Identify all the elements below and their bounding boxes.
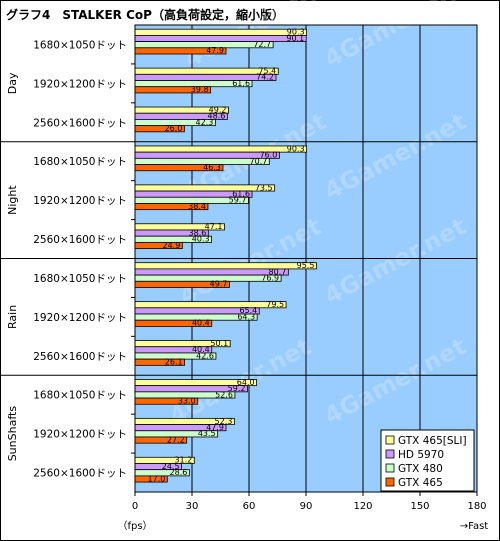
data-label: 42.6 — [196, 351, 214, 360]
data-label: 48.6 — [208, 112, 226, 121]
row-label: 1920×1200ドット — [33, 312, 127, 324]
data-label: 47.1 — [205, 222, 223, 231]
x-tick-label-0: 0 — [132, 501, 138, 512]
data-label: 38.6 — [189, 228, 207, 237]
data-label: 49.7 — [210, 280, 228, 289]
data-label: 38.4 — [188, 202, 206, 211]
data-label: 28.6 — [170, 468, 188, 477]
x-axis-direction: →Fast — [460, 521, 489, 532]
data-label: 27.2 — [167, 435, 185, 444]
data-label: 31.2 — [174, 456, 192, 465]
data-label: 50.1 — [210, 339, 228, 348]
data-label: 26.1 — [165, 358, 183, 367]
data-label: 17.0 — [147, 474, 165, 483]
data-label: 49.2 — [209, 105, 227, 114]
row-label: 1680×1050ドット — [33, 273, 127, 285]
data-label: 40.4 — [192, 319, 210, 328]
bar-night-1-0 — [134, 184, 276, 192]
data-label: 24.9 — [162, 241, 180, 250]
row-label: 1920×1200ドット — [33, 429, 127, 441]
data-label: 64.3 — [237, 312, 255, 321]
data-label: 90.3 — [287, 144, 305, 153]
data-label: 61.6 — [232, 189, 250, 198]
data-label: 73.5 — [255, 183, 273, 192]
data-label: 61.6 — [232, 79, 250, 88]
bar-night-0-0 — [134, 145, 307, 153]
data-label: 24.5 — [162, 462, 180, 471]
group-label-sunshafts: SunShafts — [6, 406, 19, 462]
x-tick-label-30: 30 — [186, 501, 199, 512]
bar-rain-0-0 — [134, 262, 317, 270]
row-label: 1920×1200ドット — [33, 195, 127, 207]
row-label: 2560×1600ドット — [33, 351, 127, 363]
data-label: 42.3 — [196, 118, 214, 127]
data-label: 75.4 — [258, 67, 276, 76]
data-label: 46.3 — [203, 163, 221, 172]
data-label: 52.3 — [215, 417, 233, 426]
row-label: 1680×1050ドット — [33, 39, 127, 51]
legend-label-1: HD 5970 — [398, 449, 444, 461]
data-label: 59.2 — [228, 384, 246, 393]
legend-swatch-1 — [385, 449, 395, 459]
data-label: 65.4 — [239, 306, 257, 315]
legend-label-2: GTX 480 — [398, 463, 443, 475]
row-label: 2560×1600ドット — [33, 468, 127, 480]
x-tick-label-90: 90 — [300, 501, 313, 512]
legend-swatch-3 — [385, 477, 395, 487]
row-label: 1680×1050ドット — [33, 156, 127, 168]
bar-rain-0-2 — [134, 274, 282, 282]
bar-day-0-1 — [134, 35, 307, 43]
data-label: 40.3 — [192, 235, 210, 244]
legend-swatch-0 — [385, 435, 395, 445]
data-label: 47.9 — [206, 423, 224, 432]
data-label: 79.5 — [266, 300, 284, 309]
chart-title: グラフ4 STALKER CoP（高負荷設定，縮小版） — [6, 8, 284, 22]
data-label: 64.0 — [237, 378, 255, 387]
bar-day-1-1 — [134, 73, 277, 81]
legend-box — [380, 429, 475, 492]
data-label: 43.5 — [198, 429, 216, 438]
x-axis-unit: （fps） — [117, 520, 152, 532]
data-label: 95.5 — [297, 261, 315, 270]
x-tick-label-120: 120 — [353, 501, 372, 512]
x-tick-label-60: 60 — [243, 501, 256, 512]
group-label-rain: Rain — [6, 305, 19, 329]
data-label: 59.7 — [229, 196, 247, 205]
group-label-night: Night — [6, 185, 19, 215]
bar-day-0-0 — [134, 28, 307, 36]
row-label: 1920×1200ドット — [33, 78, 127, 90]
row-label: 2560×1600ドット — [33, 234, 127, 246]
group-label-day: Day — [6, 72, 19, 94]
data-label: 39.8 — [191, 85, 209, 94]
data-label: 76.9 — [261, 274, 279, 283]
data-label: 33.0 — [178, 396, 196, 405]
data-label: 52.6 — [215, 390, 233, 399]
row-label: 1680×1050ドット — [33, 390, 127, 402]
x-tick-label-150: 150 — [410, 501, 429, 512]
bar-rain-1-0 — [134, 301, 287, 309]
legend-label-0: GTX 465[SLI] — [398, 435, 467, 447]
data-label: 26.0 — [165, 124, 183, 133]
row-label: 2560×1600ドット — [33, 117, 127, 129]
legend-label-3: GTX 465 — [398, 477, 443, 489]
legend-swatch-2 — [385, 463, 395, 473]
data-label: 47.9 — [206, 46, 224, 55]
data-label: 70.7 — [250, 157, 268, 166]
data-label: 40.4 — [192, 345, 210, 354]
data-label: 80.7 — [269, 267, 287, 276]
data-label: 90.1 — [286, 34, 304, 43]
data-label: 74.2 — [256, 73, 274, 82]
data-label: 72.7 — [253, 40, 271, 49]
x-tick-label-180: 180 — [467, 501, 486, 512]
data-label: 90.3 — [287, 28, 305, 37]
data-label: 76.0 — [260, 151, 278, 160]
